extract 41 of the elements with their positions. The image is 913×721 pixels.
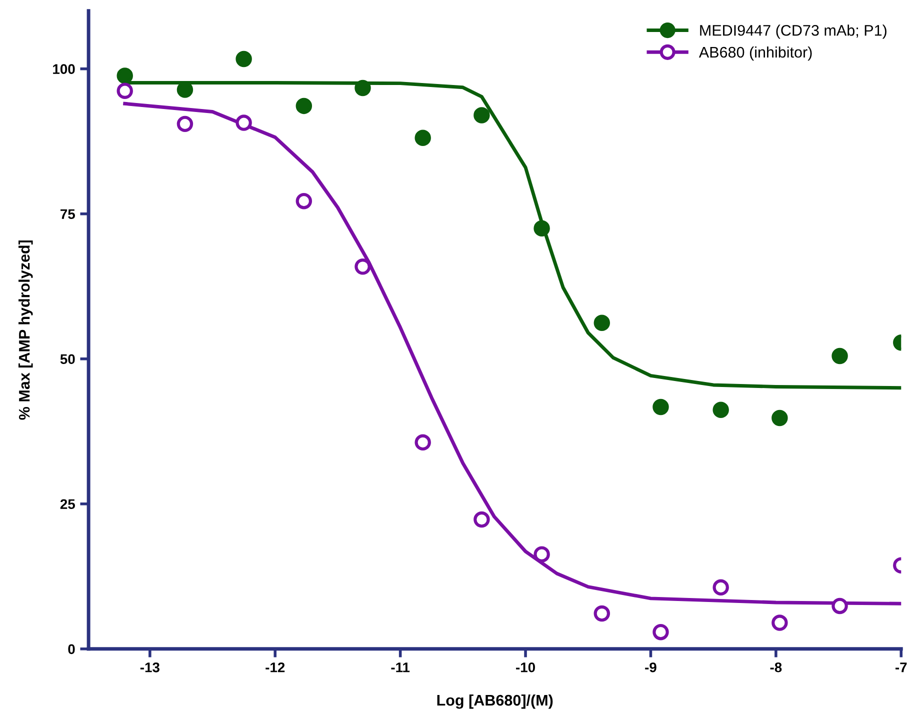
point (832, 598, 848, 614)
point (236, 114, 252, 131)
point (534, 220, 550, 236)
point (594, 314, 610, 332)
point (594, 605, 610, 622)
y-tick-label: 0 (68, 644, 75, 654)
x-tick-label: -8 (770, 662, 782, 672)
x-tick-label: -9 (645, 662, 656, 672)
x-axis-title: Log [AB680]/(M) (437, 694, 553, 709)
y-axis-title: % Max [AMP hydrolyzed] (18, 240, 33, 420)
point (414, 434, 431, 451)
point (474, 511, 490, 528)
point (832, 348, 848, 364)
x-tick-label: -10 (516, 662, 535, 672)
point (116, 68, 133, 84)
point (296, 192, 312, 210)
legend-label: AB680 (inhibitor) (698, 46, 812, 61)
point (296, 98, 312, 114)
point (772, 410, 788, 426)
y-tick-label: 75 (60, 209, 75, 220)
x-tick-label: -7 (896, 662, 907, 672)
point (236, 50, 252, 68)
y-tick-label: 50 (60, 354, 75, 364)
point (652, 624, 669, 640)
x-tick-label: -13 (140, 662, 160, 672)
point (652, 398, 669, 416)
point (414, 130, 431, 146)
x-tick-label: -12 (266, 662, 285, 672)
y-tick-label: 100 (53, 64, 75, 74)
x-tick-label: -11 (391, 662, 410, 672)
point (712, 402, 729, 418)
point (176, 116, 194, 132)
point (712, 579, 729, 596)
y-tick-label: 25 (60, 499, 75, 510)
point (354, 258, 371, 275)
point (534, 546, 550, 562)
point (474, 107, 490, 124)
legend-label: MEDI9447 (CD73 mAb; P1) (700, 24, 886, 39)
point (354, 80, 371, 96)
point (116, 82, 133, 99)
point (772, 614, 788, 631)
